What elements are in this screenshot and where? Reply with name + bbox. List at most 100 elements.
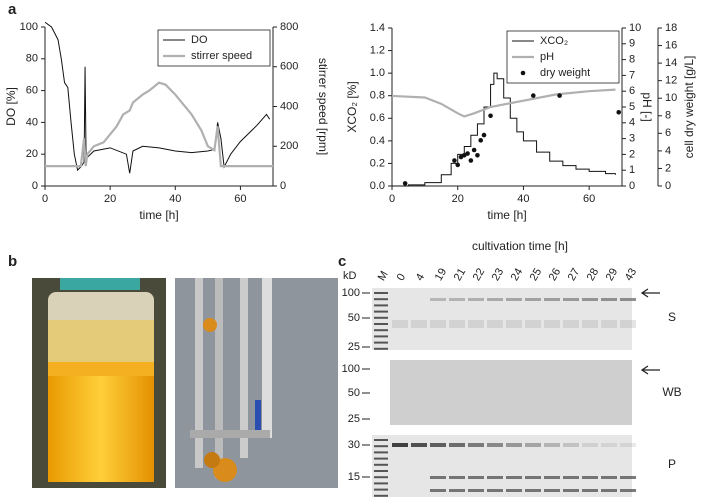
- band: [544, 298, 560, 301]
- lane-label: 19: [433, 266, 450, 283]
- band: [374, 292, 388, 294]
- x-tick-label: 20: [452, 193, 464, 205]
- lane-label: 4: [414, 272, 427, 283]
- data-point: [452, 158, 457, 163]
- data-point: [530, 93, 536, 98]
- y3-tick-label: 12: [665, 75, 677, 87]
- y3-tick-label: 2: [665, 162, 671, 174]
- legend-label: dry weight: [540, 67, 590, 79]
- legend-box: [157, 29, 271, 67]
- band: [374, 335, 388, 338]
- data-point: [616, 109, 622, 115]
- marker-label: 25: [348, 341, 360, 353]
- y-tick-label: 1.0: [370, 67, 385, 79]
- band: [374, 494, 388, 497]
- lane-label: 0: [395, 272, 408, 283]
- legend-label: DO: [191, 34, 208, 46]
- band: [374, 310, 388, 313]
- band: [506, 489, 522, 492]
- y-tick-label: 1.2: [370, 44, 385, 56]
- x-tick-label: 40: [169, 193, 181, 205]
- y3-axis-title: cell dry weight [g/L]: [682, 56, 696, 159]
- data-point: [465, 151, 470, 156]
- lane-label: 23: [490, 266, 507, 283]
- series-line: [44, 21, 271, 174]
- y2-tick-label: 10: [629, 22, 641, 34]
- x-tick-label: 0: [389, 193, 395, 205]
- y-axis-title: XCO₂ [%]: [345, 81, 359, 132]
- marker-label: 100: [342, 287, 360, 299]
- band: [601, 476, 617, 479]
- x-tick-label: 60: [234, 193, 246, 205]
- y2-tick-label: 0: [280, 180, 286, 192]
- gel-label: WB: [662, 385, 681, 399]
- band: [468, 443, 484, 447]
- y-tick-label: 0: [32, 180, 38, 192]
- data-point: [471, 147, 477, 153]
- y3-tick-label: 0: [665, 180, 671, 192]
- y3-tick-label: 14: [665, 57, 677, 69]
- band: [582, 320, 598, 328]
- band: [430, 489, 446, 492]
- band: [506, 298, 522, 301]
- y2-tick-label: 5: [629, 101, 635, 113]
- lane-label: 22: [471, 266, 488, 283]
- data-point: [481, 132, 487, 138]
- band: [525, 320, 541, 328]
- band: [487, 476, 503, 479]
- band: [430, 320, 446, 328]
- photo-flask: [32, 278, 166, 488]
- band: [582, 489, 598, 492]
- band: [374, 445, 388, 448]
- y3-tick-label: 4: [665, 145, 671, 157]
- band: [601, 443, 617, 447]
- y-axis-title: DO [%]: [4, 87, 18, 126]
- band: [374, 439, 388, 441]
- band: [392, 443, 408, 447]
- band: [544, 443, 560, 447]
- panel-label: c: [338, 253, 346, 270]
- band: [430, 476, 446, 479]
- lane-label: 24: [509, 266, 526, 283]
- band: [620, 298, 636, 301]
- band: [601, 320, 617, 328]
- marker-label: 30: [348, 439, 360, 451]
- band: [374, 347, 388, 350]
- band: [601, 489, 617, 492]
- band: [620, 476, 636, 479]
- x-tick-label: 60: [583, 193, 595, 205]
- band: [374, 316, 388, 319]
- legend-marker: [520, 70, 526, 76]
- y3-tick-label: 8: [665, 110, 671, 122]
- gel-label: P: [668, 457, 676, 471]
- y2-tick-label: 1: [629, 164, 635, 176]
- gel-unit: kD: [343, 270, 357, 282]
- data-point: [557, 93, 562, 98]
- data-point: [488, 113, 493, 119]
- data-point: [475, 152, 480, 158]
- band: [430, 443, 446, 447]
- series-line: [392, 72, 616, 187]
- lane-label: 29: [604, 266, 621, 283]
- band: [525, 476, 541, 479]
- y2-tick-label: 0: [629, 180, 635, 192]
- y2-tick-label: 800: [280, 21, 298, 33]
- lane-label: 25: [528, 266, 545, 283]
- y2-tick-label: 200: [280, 140, 298, 152]
- band: [374, 457, 388, 460]
- y-tick-label: 1.4: [370, 22, 385, 34]
- y-tick-label: 40: [26, 116, 38, 128]
- band: [374, 341, 388, 344]
- band: [374, 476, 388, 479]
- band: [582, 476, 598, 479]
- band: [620, 489, 636, 492]
- band: [468, 476, 484, 479]
- band: [449, 489, 465, 492]
- gel-panel: cultivation time [h]kD M 0 4 19 21 22 23 24 25 26 2…: [342, 239, 682, 497]
- band: [487, 298, 503, 301]
- photo-probes: [175, 278, 338, 488]
- marker-label: 15: [348, 471, 360, 483]
- gel-title: cultivation time [h]: [472, 239, 568, 253]
- band: [506, 320, 522, 328]
